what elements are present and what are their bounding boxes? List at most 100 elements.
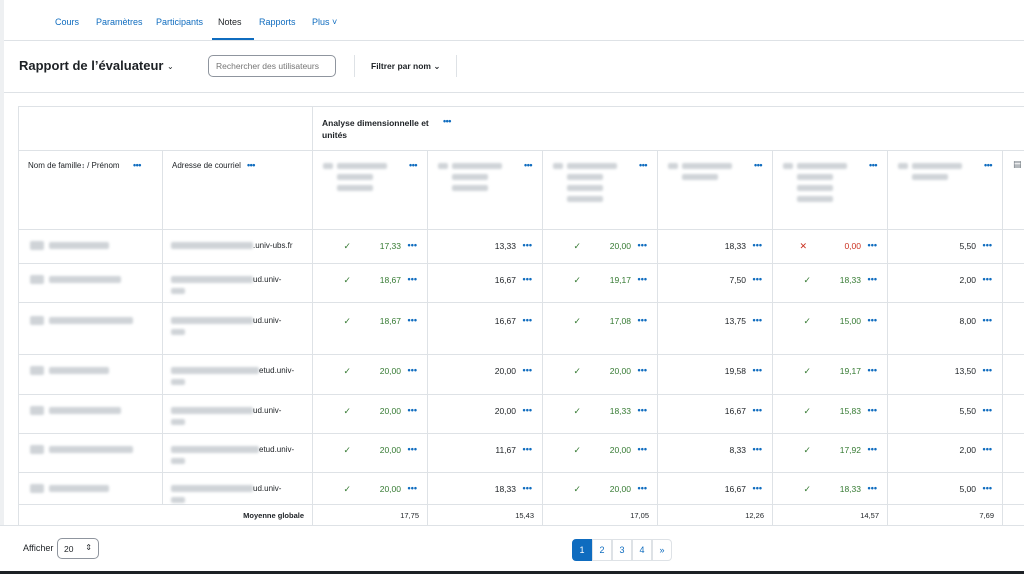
grade-item-header[interactable]: ••• (773, 151, 888, 230)
grade-menu-icon[interactable]: ••• (407, 274, 417, 284)
grade-menu-icon[interactable]: ••• (982, 444, 992, 454)
grade-menu-icon[interactable]: ••• (752, 274, 762, 284)
per-page-select[interactable]: 20 ⇕ (57, 538, 99, 559)
grade-item-header[interactable]: ••• (888, 151, 1003, 230)
name-menu-icon[interactable]: ••• (133, 160, 141, 170)
grade-cell[interactable]: ✓ 17,08 ••• (543, 303, 658, 355)
grade-cell[interactable]: 13,50 ••• (888, 355, 1003, 395)
student-name-cell[interactable] (19, 303, 163, 355)
grade-cell[interactable]: ✓ 20,00 ••• (313, 395, 428, 434)
grade-cell[interactable]: 18,33 ••• (658, 230, 773, 264)
grade-menu-icon[interactable]: ••• (637, 315, 647, 325)
grade-cell[interactable]: 8,00 ••• (888, 303, 1003, 355)
page-title[interactable]: Rapport de l’évaluateur (19, 58, 164, 73)
student-name-cell[interactable] (19, 264, 163, 303)
grade-cell[interactable]: ✓ 18,33 ••• (543, 395, 658, 434)
grade-cell[interactable]: ✓ 15,83 ••• (773, 395, 888, 434)
grade-menu-icon[interactable]: ••• (867, 274, 877, 284)
tab-rapports[interactable]: Rapports (259, 17, 296, 27)
grade-menu-icon[interactable]: ••• (637, 405, 647, 415)
tab-notes[interactable]: Notes (218, 17, 242, 27)
grade-menu-icon[interactable]: ••• (982, 315, 992, 325)
header-email[interactable]: Adresse de courriel ••• (163, 151, 313, 230)
grade-menu-icon[interactable]: ••• (407, 365, 417, 375)
chevron-down-icon[interactable]: ⌄ (167, 62, 174, 71)
grade-cell[interactable]: 20,00 ••• (428, 395, 543, 434)
grade-menu-icon[interactable]: ••• (867, 365, 877, 375)
grade-menu-icon[interactable]: ••• (407, 444, 417, 454)
grade-cell[interactable]: ✓ 19,17 ••• (543, 264, 658, 303)
grade-cell[interactable]: 20,00 ••• (428, 355, 543, 395)
grade-menu-icon[interactable]: ••• (982, 274, 992, 284)
grade-item-header[interactable]: ••• (543, 151, 658, 230)
student-name-cell[interactable] (19, 473, 163, 505)
grade-menu-icon[interactable]: ••• (867, 240, 877, 250)
grade-menu-icon[interactable]: ••• (522, 444, 532, 454)
grade-cell[interactable]: 13,75 ••• (658, 303, 773, 355)
grade-cell[interactable]: ✓ 18,67 ••• (313, 264, 428, 303)
grade-menu-icon[interactable]: ••• (867, 444, 877, 454)
grade-menu-icon[interactable]: ••• (752, 444, 762, 454)
grade-cell[interactable]: ✓ 18,67 ••• (313, 303, 428, 355)
student-name-cell[interactable] (19, 230, 163, 264)
grade-cell[interactable]: 18,33 ••• (428, 473, 543, 505)
grade-menu-icon[interactable]: ••• (982, 483, 992, 493)
grade-menu-icon[interactable]: ••• (522, 365, 532, 375)
grade-item-header[interactable]: ••• (428, 151, 543, 230)
grade-menu-icon[interactable]: ••• (867, 405, 877, 415)
grade-item-header[interactable]: ••• (313, 151, 428, 230)
grade-menu-icon[interactable]: ••• (522, 240, 532, 250)
grade-cell[interactable]: ✓ 20,00 ••• (543, 230, 658, 264)
grade-menu-icon[interactable]: ••• (407, 315, 417, 325)
grade-cell[interactable]: ✓ 20,00 ••• (313, 355, 428, 395)
item-menu-icon[interactable]: ••• (754, 160, 762, 170)
grade-menu-icon[interactable]: ••• (637, 365, 647, 375)
grade-cell[interactable]: ✓ 18,33 ••• (773, 473, 888, 505)
grade-cell[interactable]: ✓ 20,00 ••• (543, 473, 658, 505)
grade-cell[interactable]: 5,00 ••• (888, 473, 1003, 505)
grade-cell[interactable]: ✓ 18,33 ••• (773, 264, 888, 303)
grade-cell[interactable]: 16,67 ••• (428, 303, 543, 355)
page-3[interactable]: 3 (612, 539, 632, 561)
grade-cell[interactable]: 5,50 ••• (888, 395, 1003, 434)
grade-menu-icon[interactable]: ••• (752, 240, 762, 250)
grade-cell[interactable]: ✕ 0,00 ••• (773, 230, 888, 264)
grade-menu-icon[interactable]: ••• (752, 365, 762, 375)
page-1[interactable]: 1 (572, 539, 592, 561)
grade-menu-icon[interactable]: ••• (522, 405, 532, 415)
filter-by-name-button[interactable]: Filtrer par nom ⌄ (371, 61, 440, 72)
grade-cell[interactable]: 11,67 ••• (428, 434, 543, 473)
grade-menu-icon[interactable]: ••• (752, 483, 762, 493)
grade-menu-icon[interactable]: ••• (637, 444, 647, 454)
grade-cell[interactable]: 16,67 ••• (658, 395, 773, 434)
item-menu-icon[interactable]: ••• (409, 160, 417, 170)
grade-menu-icon[interactable]: ••• (982, 405, 992, 415)
grade-menu-icon[interactable]: ••• (522, 483, 532, 493)
grade-cell[interactable]: ✓ 17,92 ••• (773, 434, 888, 473)
grade-cell[interactable]: ✓ 17,33 ••• (313, 230, 428, 264)
item-menu-icon[interactable]: ••• (869, 160, 877, 170)
collapse-icon[interactable]: ▤ (1013, 159, 1022, 169)
category-menu-icon[interactable]: ••• (443, 116, 451, 126)
grade-cell[interactable]: 7,50 ••• (658, 264, 773, 303)
tab-parametres[interactable]: Paramètres (96, 17, 143, 27)
tab-plus[interactable]: Plus ˅ (312, 17, 338, 27)
grade-menu-icon[interactable]: ••• (867, 315, 877, 325)
sort-icon[interactable]: ↕ (81, 163, 85, 170)
page-4[interactable]: 4 (632, 539, 652, 561)
student-name-cell[interactable] (19, 434, 163, 473)
header-name[interactable]: Nom de famille↕ / Prénom ••• (19, 151, 163, 230)
email-menu-icon[interactable]: ••• (247, 160, 255, 170)
grade-menu-icon[interactable]: ••• (407, 240, 417, 250)
item-menu-icon[interactable]: ••• (524, 160, 532, 170)
grade-cell[interactable]: ✓ 15,00 ••• (773, 303, 888, 355)
grade-cell[interactable]: 2,00 ••• (888, 434, 1003, 473)
grade-cell[interactable]: ✓ 20,00 ••• (313, 473, 428, 505)
grade-cell[interactable]: 19,58 ••• (658, 355, 773, 395)
grade-cell[interactable]: 8,33 ••• (658, 434, 773, 473)
grade-cell[interactable]: ✓ 20,00 ••• (543, 355, 658, 395)
overflow-header[interactable]: ▤ (1003, 151, 1024, 230)
grade-menu-icon[interactable]: ••• (522, 274, 532, 284)
page-next[interactable]: » (652, 539, 672, 561)
grade-menu-icon[interactable]: ••• (522, 315, 532, 325)
